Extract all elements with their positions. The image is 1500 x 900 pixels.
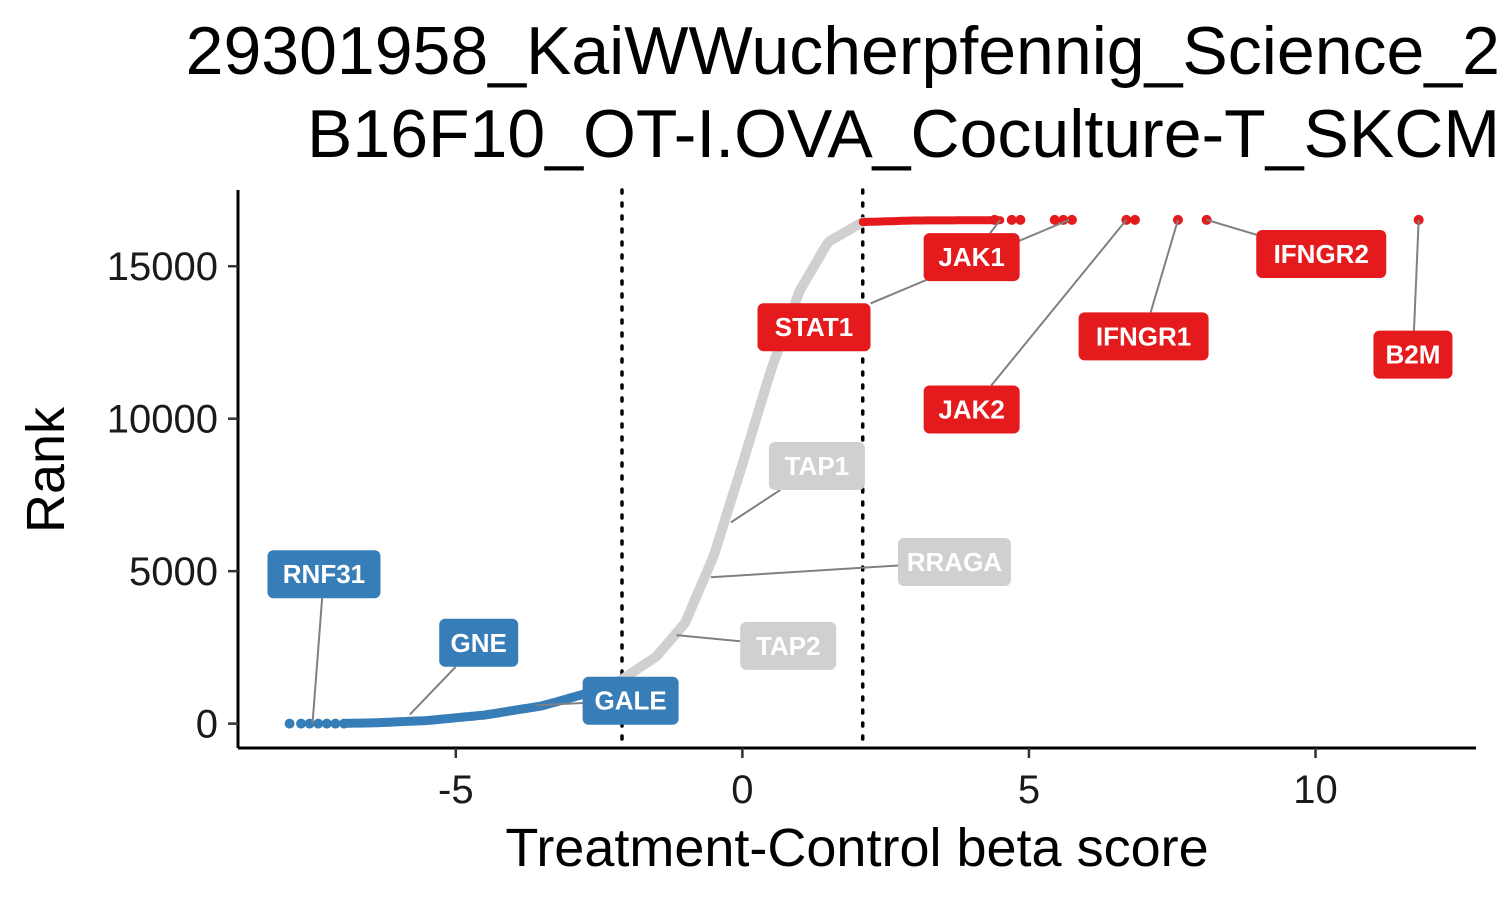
- data-point-negative: [296, 718, 307, 729]
- data-point-negative: [284, 718, 295, 729]
- gene-label-leader: [1149, 219, 1179, 313]
- gene-label-text: B2M: [1386, 340, 1441, 370]
- gene-label-text: RNF31: [283, 559, 365, 589]
- gene-label-b2m: B2M: [1373, 330, 1453, 379]
- gene-label-box: [768, 441, 865, 490]
- gene-label-rnf31: RNF31: [267, 550, 381, 599]
- gene-label-leader: [989, 219, 1002, 234]
- gene-label-text: IFNGR1: [1096, 321, 1191, 351]
- curve-positive: [858, 216, 1005, 226]
- gene-label-text: GNE: [451, 628, 507, 658]
- gene-label-box: [757, 303, 871, 352]
- y-tick-label: 0: [196, 703, 218, 747]
- gene-label-jak2: JAK2: [923, 385, 1020, 434]
- data-point-positive: [1129, 214, 1140, 225]
- gene-label-leader: [1206, 218, 1257, 236]
- gene-label-stat1: STAT1: [757, 303, 871, 352]
- gene-label-leader: [676, 634, 741, 643]
- gene-label-text: IFNGR2: [1274, 239, 1369, 269]
- gene-label-leader: [1412, 219, 1420, 331]
- y-tick-label: 10000: [107, 398, 218, 442]
- gene-label-gale: GALE: [582, 676, 679, 725]
- gene-label-box: [1078, 312, 1209, 361]
- gene-label-text: RRAGA: [907, 547, 1003, 577]
- gene-label-box: [582, 676, 679, 725]
- gene-label-leader: [409, 666, 457, 716]
- data-point-negative: [321, 718, 332, 729]
- y-tick-label: 15000: [107, 245, 218, 289]
- gene-label-leader: [730, 489, 781, 524]
- gene-label-text: GALE: [594, 686, 666, 716]
- gene-label-box: [1256, 230, 1387, 279]
- gene-label-gne: GNE: [439, 618, 519, 667]
- gene-label-ifngr2: IFNGR2: [1256, 230, 1387, 279]
- gene-label-tap1: TAP1: [768, 441, 865, 490]
- x-tick-label: 5: [1018, 768, 1040, 812]
- gene-label-box: [923, 385, 1020, 434]
- gene-label-text: TAP2: [756, 631, 821, 661]
- gene-label-tap2: TAP2: [740, 621, 837, 670]
- data-point-positive: [1066, 214, 1077, 225]
- gene-label-text: JAK2: [938, 395, 1004, 425]
- gene-label-box: [439, 618, 519, 667]
- curve-neutral: [617, 217, 868, 685]
- data-point-negative: [313, 718, 324, 729]
- y-axis-title: Rank: [16, 406, 76, 533]
- plot-area: -5 0 5 10 0 5000 10000 15000 RNF31 GNE GALE TAP2 RRA…: [107, 188, 1476, 812]
- gene-label-leader: [535, 702, 583, 707]
- data-point-positive: [989, 214, 1000, 225]
- x-axis-title: Treatment-Control beta score: [505, 818, 1208, 878]
- data-point-negative: [339, 718, 350, 729]
- gene-label-box: [1373, 330, 1453, 379]
- gene-label-box: [897, 538, 1011, 586]
- x-tick-label: 0: [731, 768, 753, 812]
- gene-label-text: STAT1: [775, 312, 853, 342]
- gene-label-rraga: RRAGA: [897, 538, 1011, 586]
- gene-label-jak1: JAK1: [923, 233, 1020, 282]
- gene-label-ifngr1: IFNGR1: [1078, 312, 1209, 361]
- gene-label-leader: [311, 598, 324, 724]
- gene-label-box: [923, 233, 1020, 282]
- gene-label-leader: [710, 564, 898, 579]
- data-point-negative: [330, 718, 341, 729]
- gene-label-text: TAP1: [785, 451, 850, 481]
- data-point-positive: [1049, 214, 1060, 225]
- gene-label-box: [267, 550, 381, 599]
- gene-label-text: JAK1: [938, 242, 1004, 272]
- y-tick-label: 5000: [129, 550, 218, 594]
- chart-title-line2: B16F10_OT-I.OVA_Coculture-T_SKCM: [307, 96, 1500, 172]
- x-tick-label: 10: [1293, 768, 1338, 812]
- data-point-positive: [1006, 214, 1017, 225]
- curve-negative: [342, 674, 627, 728]
- data-point-positive: [1015, 214, 1026, 225]
- gene-label-leader: [990, 219, 1128, 387]
- x-tick-label: -5: [438, 768, 474, 812]
- chart-title-line1: 29301958_KaiWWucherpfennig_Science_2: [186, 13, 1500, 89]
- gene-label-box: [740, 621, 837, 670]
